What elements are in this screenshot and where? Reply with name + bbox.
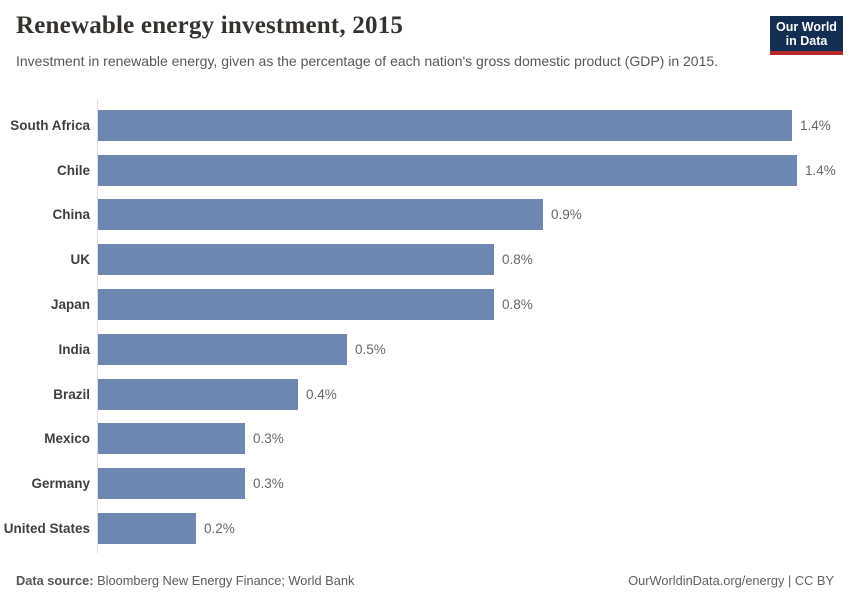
bar[interactable] [98,423,245,455]
bar-row: UK 0.8% [0,237,850,282]
bar[interactable] [98,468,245,500]
bar-track: 0.2% [98,513,850,545]
bar[interactable] [98,199,543,231]
bar-track: 0.3% [98,468,850,500]
value-label: 0.8% [502,297,533,313]
value-label: 0.5% [355,341,386,357]
credit-link[interactable]: OurWorldinData.org/energy | CC BY [628,573,834,588]
category-label: South Africa [10,117,90,133]
value-label: 0.2% [204,521,235,537]
category-label: Brazil [53,386,90,402]
bar[interactable] [98,109,792,141]
category-label: Mexico [44,431,90,447]
chart-footer: Data source: Bloomberg New Energy Financ… [16,573,834,588]
category-label: Japan [50,297,90,313]
bar[interactable] [98,513,196,545]
bar[interactable] [98,154,797,186]
category-label: Germany [31,476,90,492]
bar-track: 0.8% [98,244,850,276]
value-label: 0.3% [253,476,284,492]
bar-row: India 0.5% [0,327,850,372]
chart-title: Renewable energy investment, 2015 [16,12,404,39]
bar-row: Mexico 0.3% [0,417,850,462]
bar-track: 1.4% [98,154,850,186]
data-source-note: Data source: Bloomberg New Energy Financ… [16,573,354,588]
bar-track: 0.8% [98,289,850,321]
bar-rows: South Africa 1.4% Chile 1.4% China 0.9% UK 0.8%… [0,103,850,551]
owid-logo: Our World in Data [770,16,843,55]
chart-subtitle: Investment in renewable energy, given as… [16,53,719,69]
value-label: 0.9% [551,207,582,223]
bar-track: 0.9% [98,199,850,231]
owid-logo-line1: Our World [776,20,837,34]
owid-logo-line2: in Data [785,34,828,48]
bar-track: 0.5% [98,333,850,365]
bar-row: Japan 0.8% [0,282,850,327]
data-source-label: Data source: [16,573,94,588]
bar[interactable] [98,244,494,276]
bar-track: 0.3% [98,423,850,455]
y-axis-line [97,100,98,553]
bar[interactable] [98,378,298,410]
value-label: 0.3% [253,431,284,447]
category-label: UK [70,252,91,268]
data-source-value: Bloomberg New Energy Finance; World Bank [97,573,355,588]
category-label: United States [3,521,90,537]
bar-row: China 0.9% [0,193,850,238]
bar-row: United States 0.2% [0,506,850,551]
category-label: Chile [56,162,90,178]
value-label: 0.4% [306,386,337,402]
value-label: 0.8% [502,252,533,268]
category-label: China [52,207,90,223]
bar-row: South Africa 1.4% [0,103,850,148]
category-label: India [58,341,90,357]
value-label: 1.4% [805,162,836,178]
bar-row: Brazil 0.4% [0,372,850,417]
bar-row: Chile 1.4% [0,148,850,193]
bar-track: 0.4% [98,378,850,410]
bar[interactable] [98,333,347,365]
value-label: 1.4% [800,117,831,133]
bar-row: Germany 0.3% [0,461,850,506]
bar[interactable] [98,289,494,321]
bar-track: 1.4% [98,109,850,141]
